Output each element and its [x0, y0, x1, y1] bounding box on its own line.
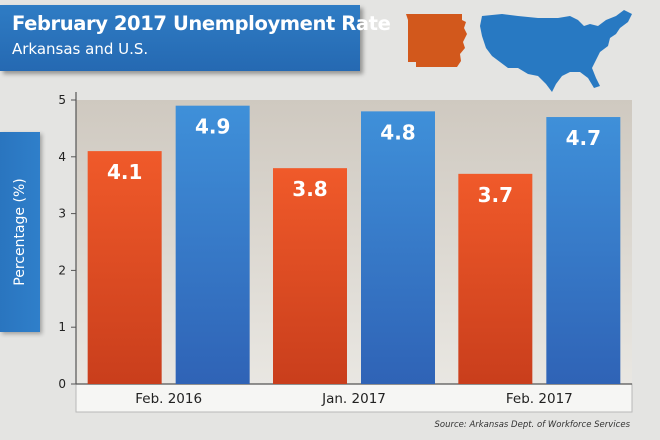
- bar-value-label: 3.8: [292, 177, 327, 201]
- plot-area: [76, 100, 632, 384]
- bar-value-label: 4.1: [107, 160, 142, 184]
- us-map-icon: [480, 10, 632, 92]
- bar: [361, 111, 435, 385]
- x-tick-label: Jan. 2017: [321, 391, 386, 407]
- x-tick-label: Feb. 2016: [135, 391, 202, 407]
- y-tick-label: 0: [58, 377, 66, 391]
- bar-value-label: 4.8: [380, 120, 415, 144]
- x-axis-band: [75, 383, 633, 413]
- bar: [87, 151, 162, 384]
- y-tick-label: 1: [58, 320, 66, 334]
- bar: [458, 173, 533, 384]
- title-banner: February 2017 Unemployment Rate Arkansas…: [0, 5, 391, 71]
- y-axis-label-box: [0, 132, 40, 332]
- page-subtitle: Arkansas and U.S.: [12, 40, 149, 58]
- page-title: February 2017 Unemployment Rate: [12, 12, 391, 35]
- bar-value-label: 4.9: [195, 115, 230, 139]
- bar: [273, 168, 347, 384]
- y-tick-label: 3: [58, 207, 66, 221]
- bar: [175, 105, 250, 385]
- source-note: Source: Arkansas Dept. of Workforce Serv…: [434, 420, 631, 430]
- bar-value-label: 3.7: [478, 183, 513, 207]
- y-tick-label: 5: [58, 93, 66, 107]
- bar-value-label: 4.7: [566, 126, 601, 150]
- x-tick-label: Feb. 2017: [506, 391, 573, 407]
- y-tick-label: 4: [58, 150, 66, 164]
- bar: [546, 117, 621, 384]
- arkansas-map-icon: [406, 14, 467, 67]
- y-tick-label: 2: [58, 263, 66, 277]
